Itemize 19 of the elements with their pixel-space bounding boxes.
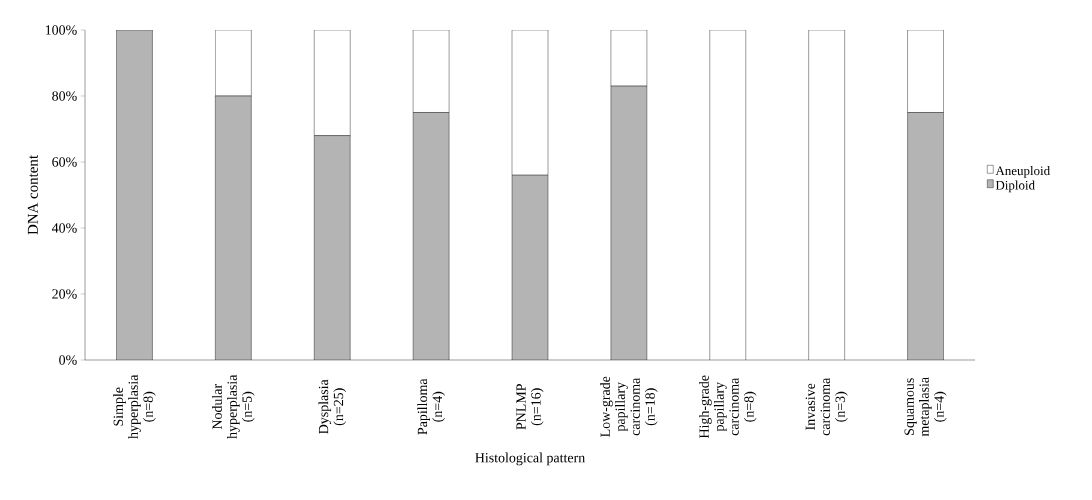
x-tick-label: Squamous metaplasia (n=4) <box>904 377 947 437</box>
x-tick-label: Low-grade papillary carcinoma (n=18) <box>600 376 658 437</box>
y-tick-label: 60% <box>52 157 77 167</box>
x-tick-label: Dysplasia (n=25) <box>318 379 347 434</box>
legend-label: Aneuploid <box>995 166 1050 178</box>
legend-label: Diploid <box>995 180 1035 193</box>
y-axis-title: DNA content <box>27 155 38 235</box>
x-tick-label: Nodular hyperplasia (n=5) <box>212 374 255 439</box>
y-tick-label: 80% <box>52 91 77 101</box>
y-tick-label: 100% <box>45 25 77 35</box>
x-tick-label: Invasive carcinoma (n=3) <box>805 377 848 436</box>
x-tick-label: High-grade papillary carcinoma (n=8) <box>699 375 757 439</box>
y-tick-label: 0% <box>59 355 77 365</box>
x-tick-label: Simple hyperplasia (n=8) <box>113 374 156 439</box>
x-tick-label: Papilloma (n=4) <box>417 378 445 435</box>
y-tick-label: 20% <box>52 289 77 299</box>
x-axis-title: Histological pattern <box>475 452 585 466</box>
x-tick-label: PNLMP (n=16) <box>516 384 544 430</box>
y-tick-label: 40% <box>51 223 77 233</box>
